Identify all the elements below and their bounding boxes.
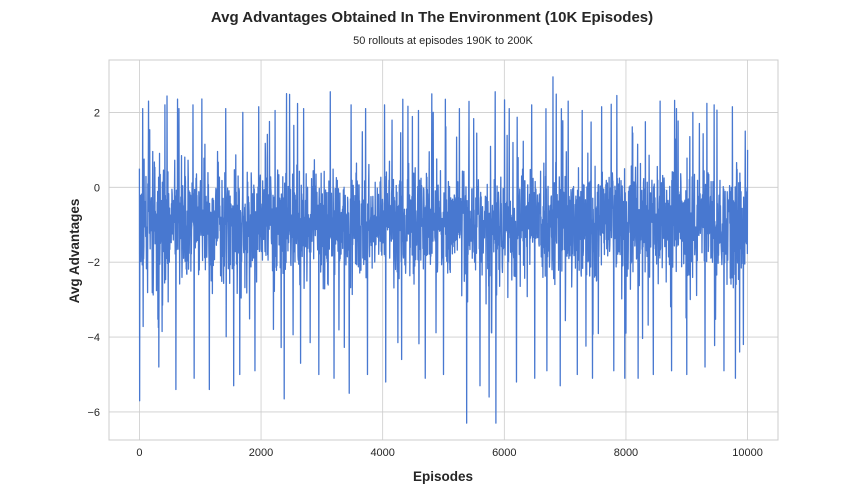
x-tick-label: 6000 bbox=[492, 447, 516, 459]
x-axis-label: Episodes bbox=[413, 469, 473, 484]
y-tick-label: −6 bbox=[87, 407, 100, 419]
x-tick-label: 0 bbox=[136, 447, 142, 459]
x-tick-label: 10000 bbox=[732, 447, 763, 459]
chart-subtitle: 50 rollouts at episodes 190K to 200K bbox=[353, 35, 533, 47]
tick-labels: 0 2000 4000 6000 8000 10000 2 0 −2 −4 −6 bbox=[87, 107, 762, 459]
x-tick-label: 2000 bbox=[249, 447, 273, 459]
chart-title: Avg Advantages Obtained In The Environme… bbox=[211, 9, 653, 26]
x-tick-label: 8000 bbox=[614, 447, 638, 459]
y-tick-label: 2 bbox=[94, 107, 100, 119]
y-tick-label: −2 bbox=[87, 257, 100, 269]
y-axis-label: Avg Advantages bbox=[67, 199, 82, 304]
y-tick-label: −4 bbox=[87, 332, 100, 344]
x-tick-label: 4000 bbox=[370, 447, 394, 459]
series-line bbox=[138, 76, 749, 424]
series-layer bbox=[138, 76, 749, 424]
y-tick-label: 0 bbox=[94, 182, 100, 194]
